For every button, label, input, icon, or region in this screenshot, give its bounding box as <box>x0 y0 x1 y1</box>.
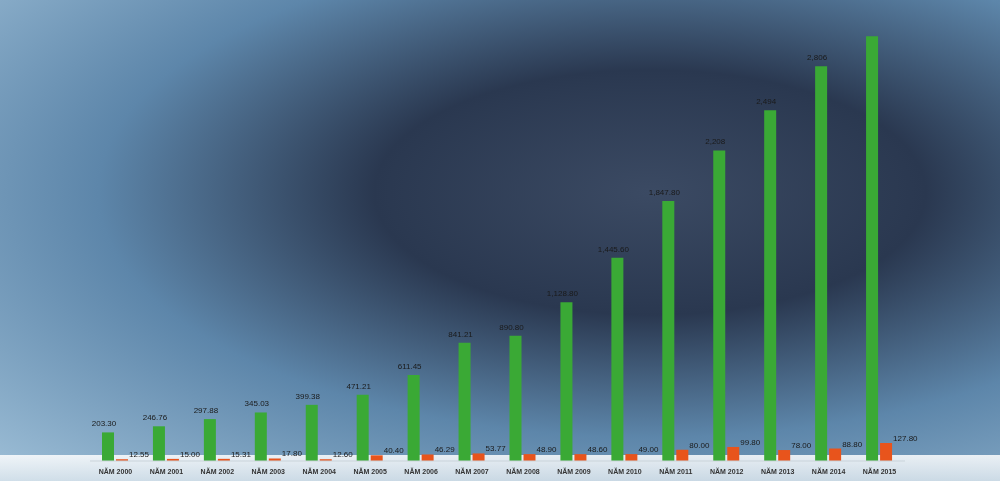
svg-text:NĂM 2015: NĂM 2015 <box>863 467 897 475</box>
svg-text:471.21: 471.21 <box>346 382 371 391</box>
svg-text:NĂM 2008: NĂM 2008 <box>506 467 540 475</box>
svg-text:345.03: 345.03 <box>245 399 270 408</box>
svg-text:NĂM 2013: NĂM 2013 <box>761 467 795 475</box>
svg-text:12.55: 12.55 <box>129 450 150 459</box>
svg-text:NĂM 2009: NĂM 2009 <box>557 467 591 475</box>
svg-text:40.40: 40.40 <box>384 446 405 455</box>
svg-text:17.80: 17.80 <box>282 449 303 458</box>
svg-text:NĂM 2007: NĂM 2007 <box>455 467 489 475</box>
svg-text:80.00: 80.00 <box>689 441 710 450</box>
svg-text:890.80: 890.80 <box>499 323 524 332</box>
svg-text:15.00: 15.00 <box>180 450 201 459</box>
svg-text:1,847.80: 1,847.80 <box>649 188 681 197</box>
svg-text:49.00: 49.00 <box>638 445 659 454</box>
svg-text:NĂM 2004: NĂM 2004 <box>302 467 336 475</box>
svg-text:1,445.60: 1,445.60 <box>598 245 630 254</box>
svg-text:246.76: 246.76 <box>143 413 168 422</box>
svg-text:NĂM 2014: NĂM 2014 <box>812 467 846 475</box>
svg-text:53.77: 53.77 <box>486 444 507 453</box>
svg-text:2,208: 2,208 <box>705 137 726 146</box>
svg-text:88.80: 88.80 <box>842 440 863 449</box>
svg-text:NĂM 2006: NĂM 2006 <box>404 467 438 475</box>
svg-text:2,494: 2,494 <box>756 97 777 106</box>
svg-text:611.45: 611.45 <box>398 362 422 371</box>
svg-text:78.00: 78.00 <box>791 441 812 450</box>
svg-text:99.80: 99.80 <box>740 438 761 447</box>
svg-text:841.21: 841.21 <box>448 330 473 339</box>
svg-text:15.31: 15.31 <box>231 450 252 459</box>
svg-text:127.80: 127.80 <box>893 434 918 443</box>
svg-text:NĂM 2012: NĂM 2012 <box>710 467 744 475</box>
svg-text:12.60: 12.60 <box>333 450 354 459</box>
svg-text:46.29: 46.29 <box>435 445 456 454</box>
svg-text:NĂM 2001: NĂM 2001 <box>150 467 184 475</box>
svg-text:203.30: 203.30 <box>92 419 117 428</box>
svg-text:48.60: 48.60 <box>587 445 608 454</box>
svg-text:48.90: 48.90 <box>537 445 558 454</box>
svg-text:NĂM 2002: NĂM 2002 <box>201 467 235 475</box>
svg-text:NĂM 2003: NĂM 2003 <box>252 467 286 475</box>
svg-text:2,806: 2,806 <box>807 53 828 62</box>
svg-text:1,128.80: 1,128.80 <box>547 289 579 298</box>
svg-text:NĂM 2010: NĂM 2010 <box>608 467 642 475</box>
svg-text:297.88: 297.88 <box>194 406 219 415</box>
svg-text:399.38: 399.38 <box>296 392 321 401</box>
svg-text:NĂM 2005: NĂM 2005 <box>353 467 387 475</box>
svg-text:NĂM 2011: NĂM 2011 <box>659 467 692 475</box>
svg-text:NĂM 2000: NĂM 2000 <box>99 467 133 475</box>
